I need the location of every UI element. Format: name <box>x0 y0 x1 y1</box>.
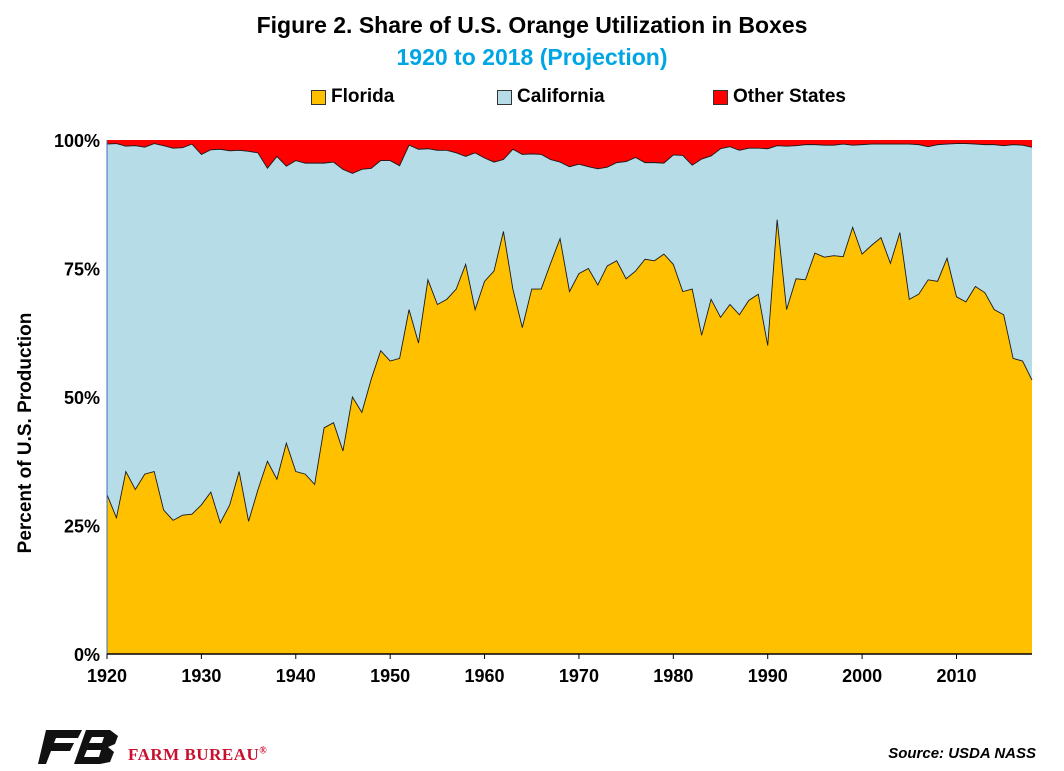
legend-swatch-other-states <box>713 89 728 105</box>
x-tick-label: 2010 <box>936 666 976 686</box>
y-tick-label: 0% <box>74 645 100 665</box>
chart-subtitle: 1920 to 2018 (Projection) <box>396 44 668 70</box>
x-tick-label: 1920 <box>87 666 127 686</box>
x-tick-label: 1990 <box>748 666 788 686</box>
area-other-states <box>107 140 1032 174</box>
x-tick-label: 1930 <box>181 666 221 686</box>
x-tick-label: 1940 <box>276 666 316 686</box>
x-tick-label: 1950 <box>370 666 410 686</box>
legend-label-other-states: Other States <box>733 86 846 107</box>
brand-registered-mark: ® <box>259 745 268 757</box>
x-tick-label: 1960 <box>465 666 505 686</box>
y-tick-label: 100% <box>54 131 100 151</box>
y-tick-label: 75% <box>64 260 100 280</box>
chart-areas <box>106 140 1033 655</box>
legend-item-florida: Florida <box>311 86 394 108</box>
x-tick-labels: 1920 1930 1940 1950 1960 1970 1980 1990 2000 2010 <box>87 654 977 686</box>
series-boundary-line <box>106 143 1033 174</box>
legend-item-california: California <box>497 86 605 108</box>
legend-label-florida: Florida <box>331 86 395 107</box>
y-tick-label: 50% <box>64 388 100 408</box>
chart-axes <box>106 140 1032 655</box>
x-tick-label: 2000 <box>842 666 882 686</box>
area-california <box>107 143 1032 523</box>
brand-name: FARM BUREAU® <box>128 745 267 765</box>
legend-item-other-states: Other States <box>713 86 846 108</box>
y-axis-label: Percent of U.S. Production <box>15 313 36 554</box>
legend-swatch-california <box>497 89 512 105</box>
legend-label-california: California <box>517 86 605 107</box>
chart-title: Figure 2. Share of U.S. Orange Utilizati… <box>256 12 808 38</box>
area-florida <box>107 219 1032 655</box>
legend: Florida California Other States <box>0 86 1064 112</box>
y-tick-labels: 0% 25% 50% 75% 100% <box>54 131 100 665</box>
series-boundary-line <box>106 219 1033 525</box>
brand-name-text: FARM BUREAU <box>128 745 260 764</box>
y-tick-label: 25% <box>64 517 100 537</box>
x-tick-label: 1980 <box>653 666 693 686</box>
x-tick-label: 1970 <box>559 666 599 686</box>
source-note: Source: USDA NASS <box>888 745 1036 762</box>
farm-bureau-logo-icon <box>38 730 118 764</box>
legend-swatch-florida <box>311 89 326 105</box>
